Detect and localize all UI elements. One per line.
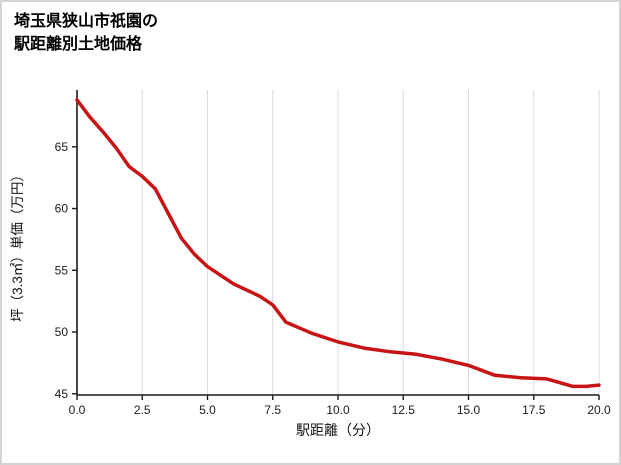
x-tick-label: 2.5 <box>134 403 151 417</box>
x-axis-label: 駅距離（分） <box>296 422 380 438</box>
y-tick-label: 45 <box>55 387 69 401</box>
x-tick-label: 15.0 <box>457 403 481 417</box>
chart-title: 埼玉県狭山市祇園の 駅距離別土地価格 <box>14 10 158 56</box>
price-line-series <box>75 98 601 389</box>
y-tick-label: 55 <box>55 263 69 277</box>
chart-title-line1: 埼玉県狭山市祇園の <box>14 13 159 30</box>
x-tick-label: 17.5 <box>522 403 546 417</box>
y-tick-label: 60 <box>55 202 69 216</box>
y-axis-label: 坪（3.3㎡）単価（万円） <box>10 168 25 322</box>
y-tick-label: 65 <box>55 140 69 154</box>
chart-title-line2: 駅距離別土地価格 <box>14 36 143 54</box>
x-tick-label: 10.0 <box>326 403 350 417</box>
x-tick-label: 7.5 <box>264 403 281 417</box>
x-tick-label: 0.0 <box>69 403 86 417</box>
y-tick-label: 50 <box>55 325 69 339</box>
x-tick-label: 5.0 <box>199 403 216 417</box>
x-tick-label: 12.5 <box>392 403 416 417</box>
x-tick-label: 20.0 <box>587 403 611 417</box>
